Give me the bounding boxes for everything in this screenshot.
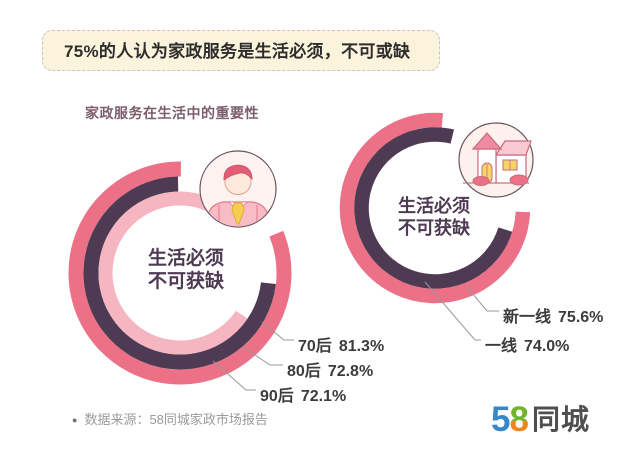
ring-70s <box>68 161 292 385</box>
label-70s: 70后 81.3% <box>298 338 385 355</box>
leader-line-80s <box>242 346 283 366</box>
label-90s: 90后 72.1% <box>260 388 347 405</box>
donut-chart-city: 生活必须 不可获缺 新一线 75.6% 一线 74.0% <box>335 105 640 367</box>
leader-line-90s <box>212 360 256 391</box>
leader-line-70s <box>261 321 294 341</box>
center-label-age: 生活必须 不可获缺 <box>148 248 225 292</box>
logo-digit-8: 888 <box>509 400 529 439</box>
leader-line-new-tier1 <box>466 286 499 312</box>
label-80s: 80后 72.8% <box>287 363 374 380</box>
source-text: 数据来源：58同城家政市场报告 <box>84 412 268 427</box>
house-icon <box>458 122 534 198</box>
center-label-city: 生活必须 不可获缺 <box>398 196 470 238</box>
donut-chart-age: 生活必须 不可获缺 70后 81.3% 80后 72.8% 90后 72.1% <box>58 133 413 418</box>
logo-wordmark: 同城 <box>531 404 590 435</box>
data-source: ● 数据来源：58同城家政市场报告 <box>72 409 268 428</box>
brand-logo: 5888同城 <box>491 401 590 446</box>
ring-90s <box>98 191 262 355</box>
bullet-icon: ● <box>72 415 78 425</box>
headline-banner: 75%的人认为家政服务是生活必须，不可或缺 <box>42 30 440 71</box>
headline-text: 75%的人认为家政服务是生活必须，不可或缺 <box>64 42 411 61</box>
ring-tier1 <box>354 127 516 289</box>
label-new-tier1: 新一线 75.6% <box>503 309 604 326</box>
donut-city-svg <box>339 112 534 341</box>
person-icon <box>199 150 277 228</box>
ring-80s <box>83 176 277 370</box>
donut-age-svg <box>68 150 294 391</box>
chart-section-title: 家政服务在生活中的重要性 <box>85 105 259 121</box>
leader-line-tier1 <box>424 281 481 341</box>
logo-digit-5: 5 <box>491 400 511 439</box>
label-tier1: 一线 74.0% <box>485 338 570 355</box>
ring-new-tier1 <box>339 112 531 304</box>
